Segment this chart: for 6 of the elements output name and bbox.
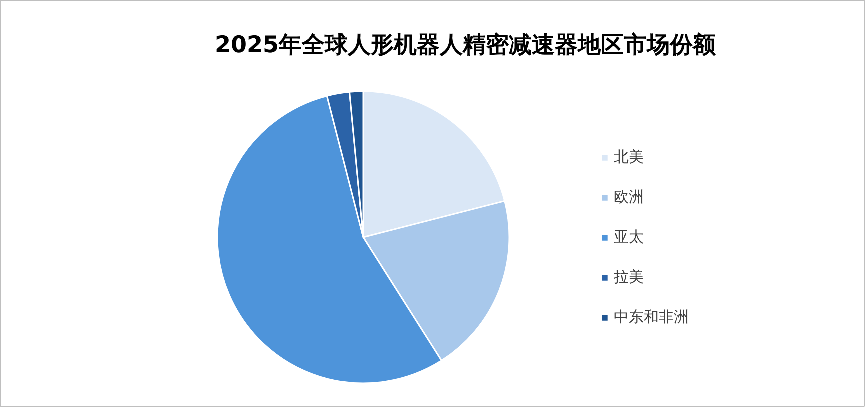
legend-label: 中东和非洲 xyxy=(614,308,689,327)
legend-label: 亚太 xyxy=(614,228,644,247)
legend-label: 北美 xyxy=(614,148,644,167)
legend-label: 拉美 xyxy=(614,268,644,287)
chart-title: 2025年全球人形机器人精密减速器地区市场份额 xyxy=(214,32,718,58)
legend-label: 欧洲 xyxy=(614,188,644,207)
